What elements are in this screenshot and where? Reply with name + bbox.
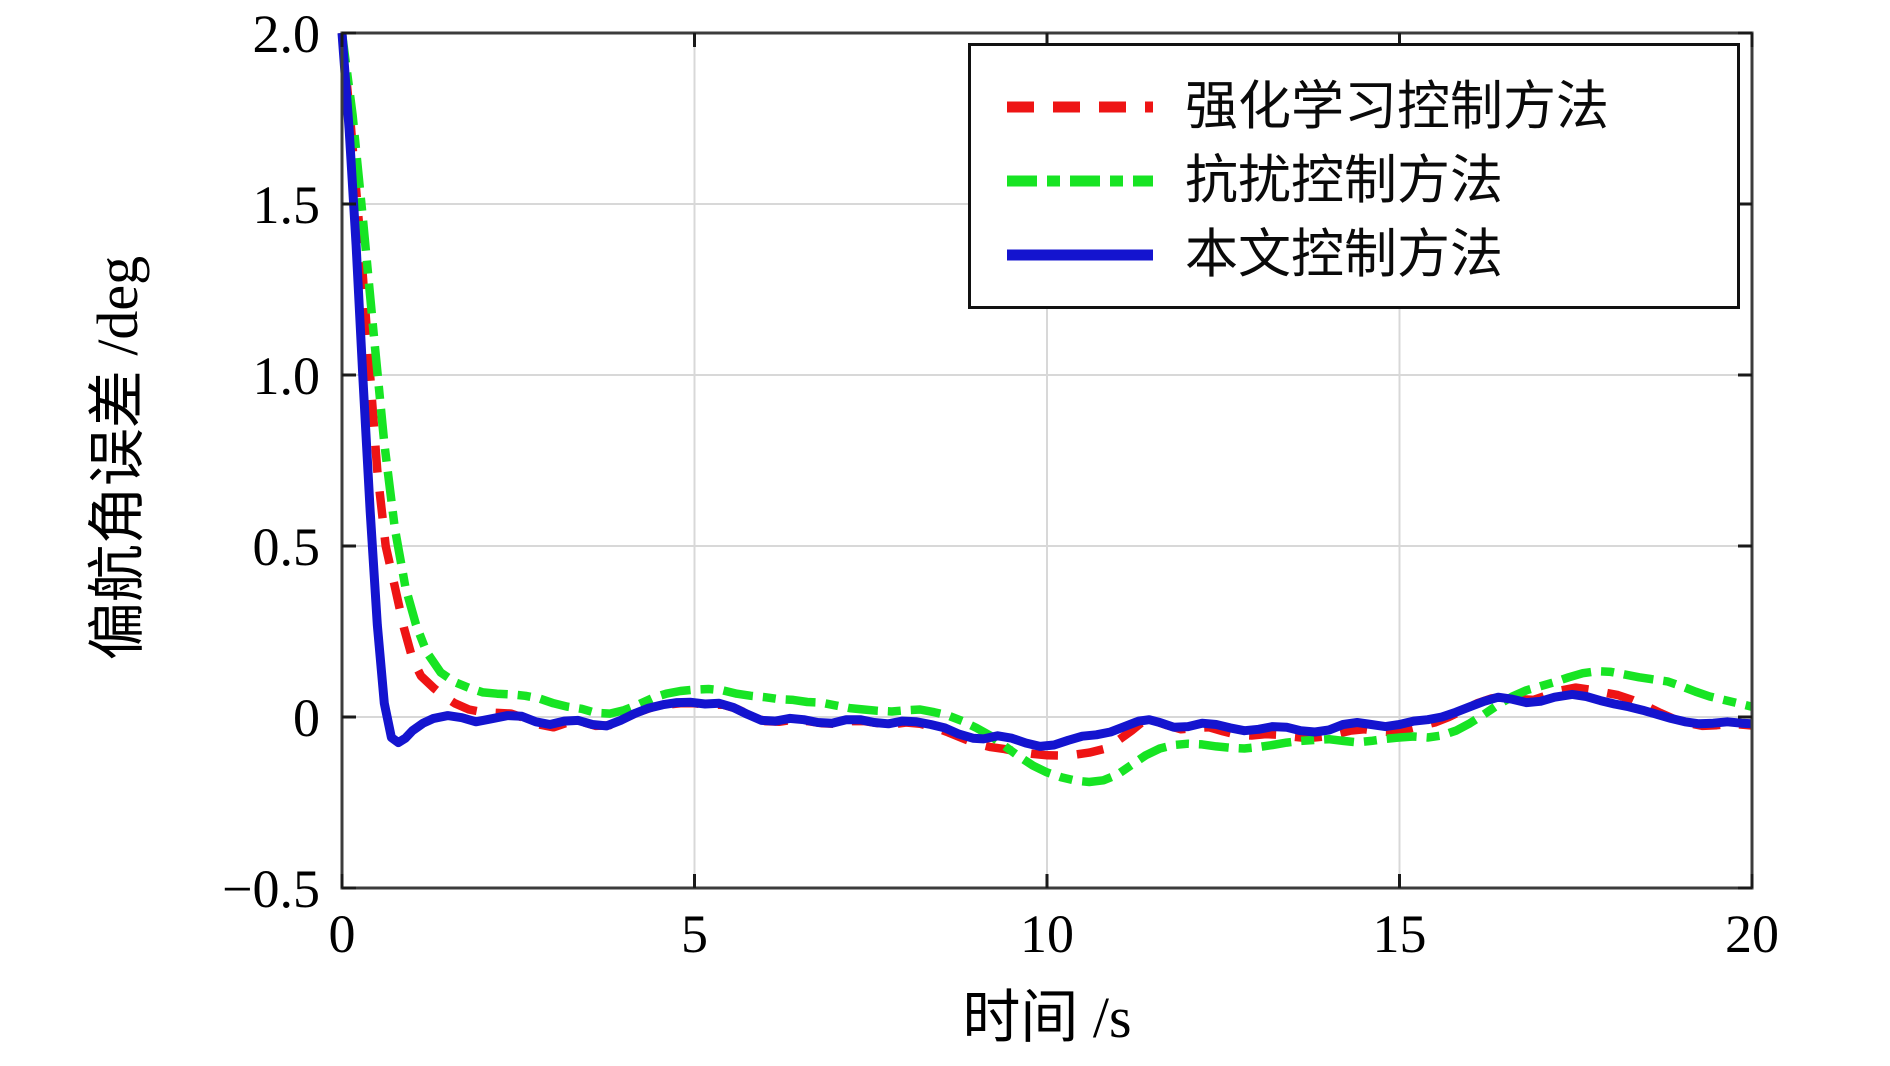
y-tick-label: 0.5 bbox=[253, 517, 321, 577]
legend-line-sample-dashdot bbox=[1007, 175, 1153, 187]
x-tick-label: 10 bbox=[1020, 904, 1074, 964]
legend-row-rl-method: 强化学习控制方法 bbox=[1007, 70, 1737, 144]
legend-label-rl-method: 强化学习控制方法 bbox=[1185, 77, 1609, 136]
legend: 强化学习控制方法 抗扰控制方法 本文控制方法 bbox=[968, 43, 1740, 309]
x-axis-label: 时间 /s bbox=[962, 985, 1132, 1050]
x-tick-label: 5 bbox=[681, 904, 708, 964]
legend-row-adr-method: 抗扰控制方法 bbox=[1007, 144, 1737, 218]
legend-label-adr-method: 抗扰控制方法 bbox=[1185, 151, 1503, 210]
y-tick-label: 1.0 bbox=[253, 346, 321, 406]
series-line-2 bbox=[337, 32, 1753, 751]
x-tick-label: 20 bbox=[1725, 904, 1779, 964]
y-tick-label: −0.5 bbox=[222, 859, 320, 919]
legend-row-proposed-method: 本文控制方法 bbox=[1007, 218, 1737, 292]
y-tick-label: 2.0 bbox=[253, 4, 321, 64]
x-tick-label: 0 bbox=[329, 904, 356, 964]
y-axis-label: 偏航角误差 /deg bbox=[85, 255, 150, 661]
legend-line-sample-dashed bbox=[1007, 101, 1153, 113]
y-tick-label: 0 bbox=[293, 688, 320, 748]
legend-label-proposed-method: 本文控制方法 bbox=[1185, 225, 1503, 284]
x-tick-label: 15 bbox=[1373, 904, 1427, 964]
y-tick-label: 1.5 bbox=[253, 175, 321, 235]
legend-line-sample-solid bbox=[1007, 249, 1153, 261]
